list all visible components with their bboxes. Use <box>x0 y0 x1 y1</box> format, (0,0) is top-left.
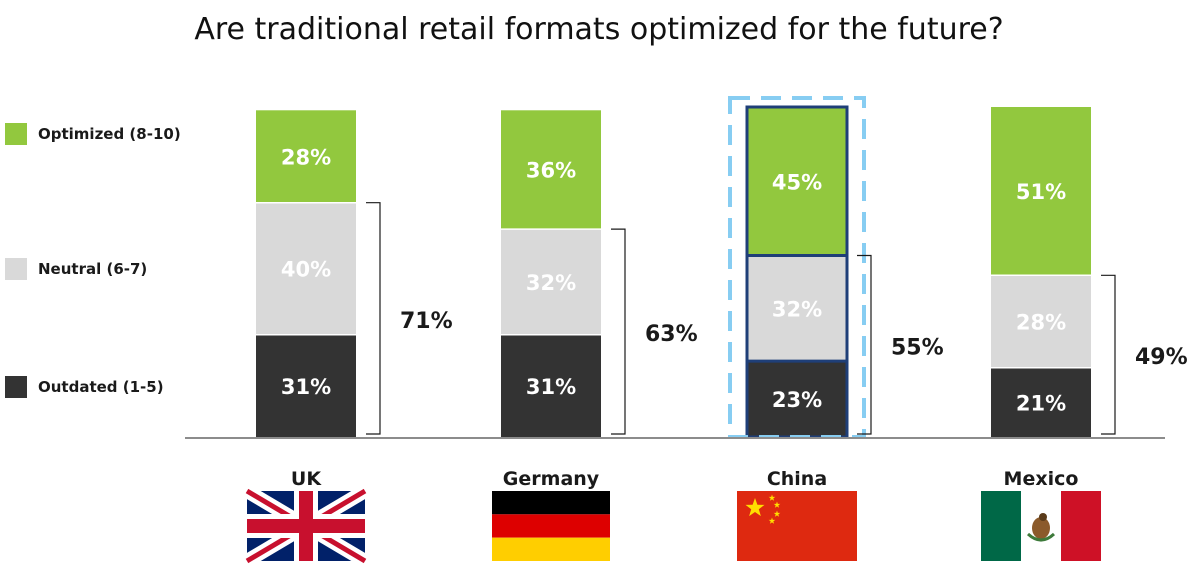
germany-flag-icon <box>492 491 610 561</box>
bar-segment-mexico-optimized-8-10 <box>991 107 1091 276</box>
bar-segment-uk-optimized-8-10 <box>256 110 356 203</box>
uk-flag-icon <box>243 484 369 568</box>
bar-group-uk: 31% 40% 28% 71% <box>256 110 453 437</box>
mexico-flag-icon <box>981 491 1101 561</box>
bars-layer: 31%40%28%71%31%32%36%63%23%32%45%55%21%2… <box>256 96 1188 439</box>
data-label-china-outdated-1-5: 23% <box>772 388 822 412</box>
legend-label: Optimized (8-10) <box>38 125 181 143</box>
bar-segment-germany-outdated-1-5 <box>501 334 601 437</box>
data-label-germany-neutral-6-7: 32% <box>526 271 576 295</box>
category-label-china: China <box>767 468 827 490</box>
category-label-mexico: Mexico <box>1004 468 1079 490</box>
data-label-mexico-neutral-6-7: 28% <box>1016 311 1066 335</box>
data-label-china-neutral-6-7: 32% <box>772 297 822 321</box>
bar-group-mexico: 21% 28% 51% 49% <box>991 107 1188 437</box>
bar-group-china: 23% 32% 45% 55% <box>728 96 944 439</box>
bar-segment-china-outdated-1-5 <box>747 361 847 437</box>
china-flag-icon <box>737 491 857 561</box>
bar-segment-uk-outdated-1-5 <box>256 334 356 437</box>
bracket-mexico <box>1101 274 1116 435</box>
bar-group-germany: 31% 32% 36% 63% <box>501 110 698 437</box>
data-label-china-optimized-8-10: 45% <box>772 170 822 194</box>
data-label-uk-neutral-6-7: 40% <box>281 258 331 282</box>
bar-segment-germany-neutral-6-7 <box>501 229 601 335</box>
chart-title: Are traditional retail formats optimized… <box>194 12 1004 47</box>
legend-item-outdated-1-5: Outdated (1-5) <box>5 376 164 398</box>
data-label-germany-outdated-1-5: 31% <box>526 375 576 399</box>
bracket-uk <box>366 202 381 435</box>
bracket-china <box>857 254 872 435</box>
legend-label: Neutral (6-7) <box>38 260 147 278</box>
bar-segment-mexico-neutral-6-7 <box>991 275 1091 368</box>
bracket-germany <box>611 228 626 435</box>
data-label-uk-optimized-8-10: 28% <box>281 146 331 170</box>
legend-swatch <box>5 258 27 280</box>
data-label-uk-outdated-1-5: 31% <box>281 375 331 399</box>
bracket-total-germany: 63% <box>645 322 698 347</box>
bracket-total-china: 55% <box>891 335 944 360</box>
bracket-total-mexico: 49% <box>1135 345 1188 370</box>
legend-swatch <box>5 123 27 145</box>
data-label-mexico-optimized-8-10: 51% <box>1016 180 1066 204</box>
category-label-uk: UK <box>291 468 322 490</box>
legend-item-neutral-6-7: Neutral (6-7) <box>5 258 147 280</box>
legend-item-optimized-8-10: Optimized (8-10) <box>5 123 181 145</box>
category-label-germany: Germany <box>503 468 600 490</box>
bar-segment-germany-optimized-8-10 <box>501 110 601 230</box>
data-label-mexico-outdated-1-5: 21% <box>1016 391 1066 415</box>
bar-segment-china-neutral-6-7 <box>747 255 847 362</box>
bar-segment-china-optimized-8-10 <box>747 107 847 256</box>
legend: Optimized (8-10) Neutral (6-7) Outdated (1… <box>5 123 181 398</box>
bar-segment-mexico-outdated-1-5 <box>991 367 1091 437</box>
bracket-total-uk: 71% <box>400 309 453 334</box>
data-label-germany-optimized-8-10: 36% <box>526 159 576 183</box>
legend-swatch <box>5 376 27 398</box>
bar-segment-uk-neutral-6-7 <box>256 202 356 335</box>
legend-label: Outdated (1-5) <box>38 378 164 396</box>
category-layer: UK Germany China Mexico <box>243 468 1101 568</box>
